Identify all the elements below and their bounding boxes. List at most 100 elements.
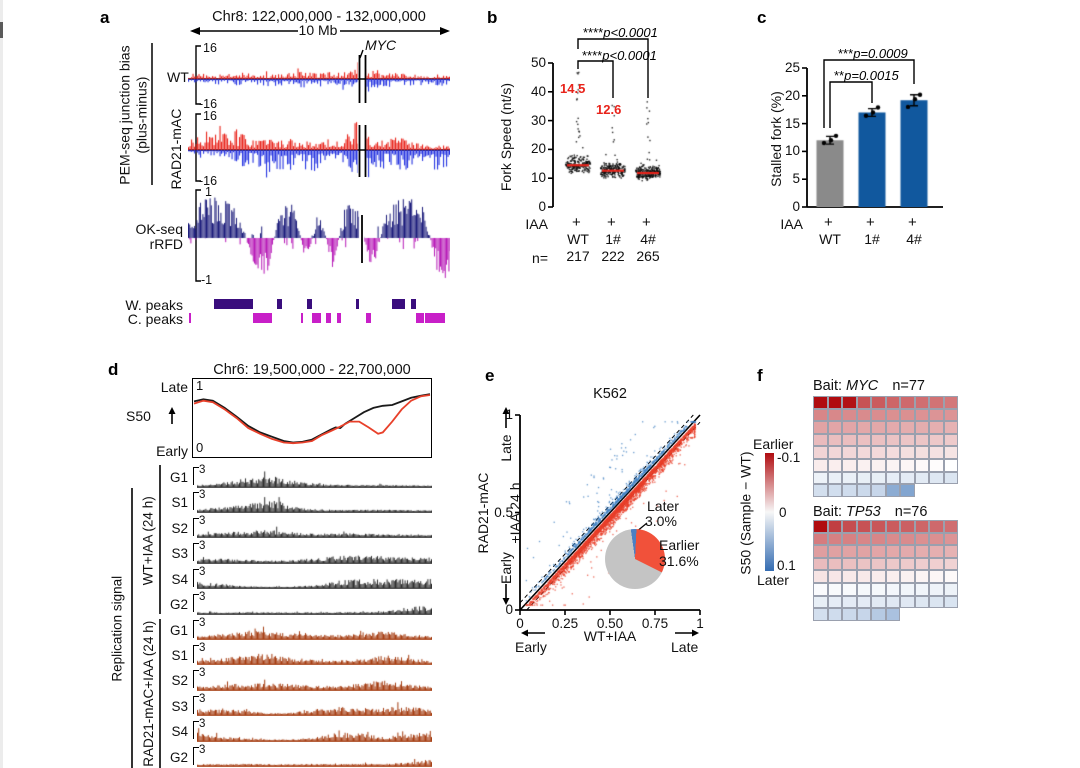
heatmap-cell [885, 471, 900, 485]
heatmap-cell [827, 520, 842, 533]
heatmap-cell [827, 446, 842, 459]
track-wt-ymin: -16 [199, 97, 218, 111]
heatmap-cell [871, 408, 886, 422]
heatmap-cell [914, 532, 929, 546]
peak-block [366, 313, 372, 323]
junction-bias-track-rad21 [188, 116, 450, 186]
colorbar-tick-bottom: 0.1 [777, 558, 796, 573]
heatmap-row [813, 396, 958, 409]
heatmap-cell [885, 557, 900, 571]
y-tick-label: 10 [530, 170, 546, 186]
median-value-1: 12.6 [596, 102, 622, 117]
replication-signal-track [197, 671, 432, 691]
heatmap-cell [929, 532, 944, 546]
heatmap-cell [943, 446, 958, 459]
heatmap-cell [842, 396, 857, 409]
panel-d-group-brackets [131, 465, 161, 768]
track-name-label: G1 [169, 470, 188, 485]
heatmap-cell [900, 520, 915, 533]
heatmap-cell [871, 421, 886, 434]
heatmap-cell [929, 570, 944, 583]
heatmap-cell [929, 595, 944, 609]
heatmap-cell [943, 433, 958, 447]
track-scale-bracket [193, 721, 199, 740]
heatmap-myc [813, 396, 958, 497]
heatmap-cell [885, 484, 900, 497]
peak-block [312, 313, 321, 323]
group-name: WT [819, 231, 841, 247]
heatmap-cell [856, 408, 871, 422]
track-rad21-ymax: 16 [203, 109, 217, 123]
sig-bracket-text-inner: ****p<0.0001 [582, 48, 657, 63]
panel-c: c Stalled fork (%) ***p=0.0009 **p=0.001… [750, 5, 985, 270]
heatmap-row [813, 545, 958, 558]
heatmap-cell [900, 421, 915, 434]
sig-bracket-text-outer: ****p<0.0001 [583, 25, 658, 40]
panel-e-xlabel: WT+IAA [583, 628, 637, 644]
s50-late-label: Late [160, 379, 188, 395]
heatmap-cell [929, 582, 944, 596]
peak-block [252, 313, 273, 323]
y-tick-label: 15 [784, 115, 800, 131]
heatmap-cell [914, 433, 929, 447]
heatmap-cell [813, 570, 828, 583]
heatmap-row [813, 433, 958, 447]
track-name-label: S2 [171, 520, 188, 536]
peak-block [214, 299, 254, 309]
iaa-plus: + [642, 214, 651, 231]
heatmap-cell [871, 595, 886, 609]
heatmap-cell [813, 408, 828, 422]
heatmap-cell [813, 608, 828, 621]
replication-signal-track [197, 493, 432, 513]
heatmap-cell [885, 446, 900, 459]
heatmap-cell [914, 458, 929, 472]
screen-edge-artifact [0, 0, 3, 768]
heatmap-cell [914, 595, 929, 609]
heatmap-row [813, 458, 958, 472]
rrfd-ymax: 1 [205, 185, 212, 199]
heatmap-cell [813, 433, 828, 447]
median-value-wt: 14.5 [560, 81, 586, 96]
cpeaks-label: C. peaks [127, 311, 183, 327]
heatmap-cell [900, 570, 915, 583]
heatmap-cell [813, 446, 828, 459]
iaa-row-label: IAA [780, 216, 803, 232]
heatmap-cell [943, 471, 958, 485]
heatmap-cell [856, 433, 871, 447]
replication-signal-track [197, 646, 432, 666]
y-late-label: Late [497, 434, 514, 462]
panel-b-label: b [487, 8, 498, 27]
heatmap-cell [827, 608, 842, 621]
wpeaks-row [188, 299, 450, 309]
heatmap-cell [856, 545, 871, 558]
heatmap-cell [827, 582, 842, 596]
heatmap-cell [900, 484, 915, 497]
heatmap-cell [813, 484, 828, 497]
fork-speed-dot-plot [558, 60, 673, 210]
iaa-plus: + [572, 214, 581, 231]
heatmap-cell [943, 408, 958, 422]
heatmap-row [813, 582, 958, 596]
heatmap-cell [813, 595, 828, 609]
heatmap-cell [827, 396, 842, 409]
panel-a-label: a [100, 8, 110, 27]
heatmap-cell [885, 570, 900, 583]
peak-block [336, 313, 341, 323]
heatmap-cell [813, 471, 828, 485]
heatmap-cell [900, 545, 915, 558]
heatmap-cell [871, 545, 886, 558]
heatmap-cell [827, 458, 842, 472]
heatmap-cell [842, 446, 857, 459]
heatmap-cell [929, 421, 944, 434]
s50-lines [193, 393, 431, 445]
heatmap-cell [900, 595, 915, 609]
panel-a-axis-label: PEM-seq junction bias [116, 45, 133, 185]
replication-signal-track [197, 748, 432, 768]
y-tick-label: 0 [792, 199, 800, 214]
track-scale-bracket [193, 543, 199, 562]
heatmap-cell [856, 446, 871, 459]
track-scale-bracket [193, 746, 199, 765]
y-tick-label: 1 [505, 407, 513, 422]
heatmap-cell [885, 545, 900, 558]
y-tick-label: 25 [784, 60, 800, 75]
